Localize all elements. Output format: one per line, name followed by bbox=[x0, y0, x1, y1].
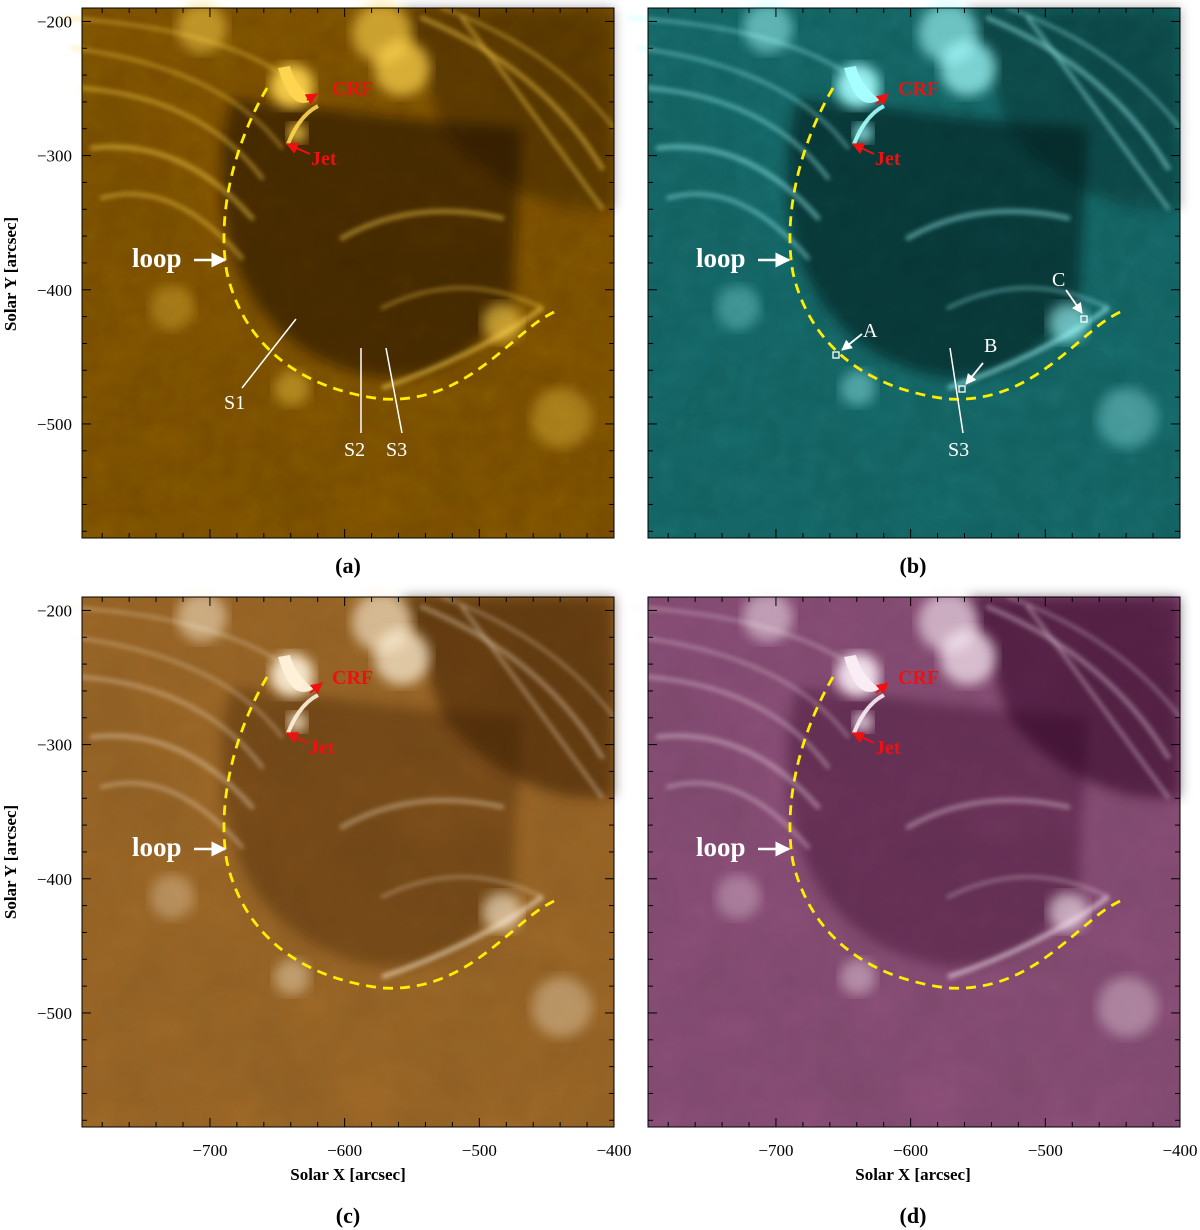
slit-s1 bbox=[241, 318, 297, 389]
y-tick-label: −400 bbox=[37, 870, 72, 889]
crf-label-b: CRF bbox=[898, 78, 939, 100]
panel-a-image bbox=[60, 3, 616, 538]
loop-trace-a bbox=[222, 87, 559, 401]
slit-s3-b-label: S3 bbox=[948, 439, 969, 461]
jet-label-a: Jet bbox=[311, 148, 337, 170]
point-a-label: A bbox=[863, 320, 878, 342]
x-axis-title-left: Solar X [arcsec] bbox=[290, 1165, 406, 1184]
point-a-box bbox=[832, 351, 840, 359]
y-tick-label: −200 bbox=[37, 12, 72, 31]
panel-a-frame bbox=[81, 7, 615, 539]
slit-s3-label: S3 bbox=[386, 439, 407, 461]
x-tick-label: −600 bbox=[893, 1141, 928, 1160]
point-c-box bbox=[1080, 315, 1088, 323]
slit-s1-label: S1 bbox=[224, 392, 245, 414]
point-b-box bbox=[958, 385, 966, 393]
x-tick-label: −400 bbox=[596, 1141, 631, 1160]
panel-b-frame bbox=[647, 7, 1181, 539]
slit-s2-label: S2 bbox=[344, 439, 365, 461]
panel-c-caption: (c) bbox=[336, 1203, 360, 1228]
panel-d: CRF Jet loop bbox=[626, 592, 1182, 1128]
loop-label-a: loop bbox=[132, 243, 182, 273]
loop-label-c: loop bbox=[132, 832, 182, 862]
x-tick-label: −500 bbox=[462, 1141, 497, 1160]
tick-labels: −200 −300 −400 −500 −200 −300 −400 −500 −700 −600… bbox=[37, 12, 1198, 1160]
panel-d-frame bbox=[647, 596, 1181, 1128]
panel-b-image bbox=[626, 3, 1182, 538]
panel-c-image bbox=[60, 592, 616, 1127]
y-tick-label: −300 bbox=[37, 147, 72, 166]
panel-b-caption: (b) bbox=[900, 553, 927, 578]
jet-label-d: Jet bbox=[875, 737, 901, 759]
jet-label-b: Jet bbox=[875, 148, 901, 170]
x-tick-label: −500 bbox=[1028, 1141, 1063, 1160]
loop-trace-d bbox=[788, 676, 1125, 990]
y-tick-label: −500 bbox=[37, 415, 72, 434]
x-tick-label: −700 bbox=[758, 1141, 793, 1160]
x-tick-label: −600 bbox=[327, 1141, 362, 1160]
loop-label-d: loop bbox=[696, 832, 746, 862]
panel-d-caption: (d) bbox=[900, 1203, 927, 1228]
panel-a: CRF Jet loop S1 S2 S3 bbox=[60, 3, 616, 539]
crf-label-a: CRF bbox=[332, 78, 373, 100]
panel-d-image bbox=[626, 592, 1182, 1127]
panel-a-caption: (a) bbox=[335, 553, 361, 578]
x-tick-label: −400 bbox=[1162, 1141, 1197, 1160]
crf-label-c: CRF bbox=[332, 667, 373, 689]
y-tick-label: −400 bbox=[37, 281, 72, 300]
y-tick-label: −300 bbox=[37, 736, 72, 755]
panel-c-frame bbox=[81, 596, 615, 1128]
slit-s3-b bbox=[949, 347, 964, 434]
crf-label-d: CRF bbox=[898, 667, 939, 689]
point-b-label: B bbox=[984, 335, 997, 357]
panel-c: CRF Jet loop bbox=[60, 592, 616, 1128]
loop-label-b: loop bbox=[696, 243, 746, 273]
y-axis-title-top: Solar Y [arcsec] bbox=[1, 217, 20, 331]
loop-trace-c bbox=[222, 676, 559, 990]
loop-trace-b bbox=[788, 87, 1125, 401]
y-tick-label: −200 bbox=[37, 601, 72, 620]
x-tick-label: −700 bbox=[192, 1141, 227, 1160]
y-tick-label: −500 bbox=[37, 1004, 72, 1023]
point-c-label: C bbox=[1052, 269, 1065, 291]
jet-label-c: Jet bbox=[309, 737, 335, 759]
panel-b: CRF Jet loop A B C S3 bbox=[626, 3, 1182, 539]
y-axis-title-bottom: Solar Y [arcsec] bbox=[1, 805, 20, 919]
slit-s3 bbox=[385, 347, 403, 434]
x-axis-title-right: Solar X [arcsec] bbox=[855, 1165, 971, 1184]
